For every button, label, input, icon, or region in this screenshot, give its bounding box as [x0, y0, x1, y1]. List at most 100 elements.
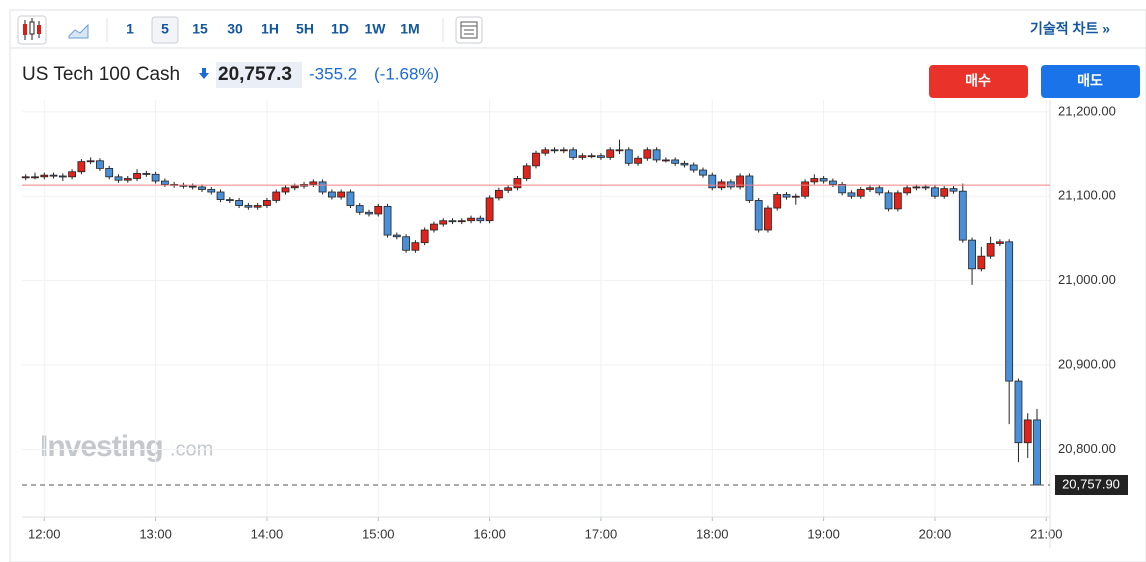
- last-price-label: 20,757.90: [1062, 476, 1120, 491]
- candle-body: [559, 149, 568, 152]
- candle-body: [606, 149, 615, 158]
- candle-body: [420, 229, 429, 244]
- watermark-brand: Investing: [40, 430, 163, 463]
- candle-body: [355, 205, 364, 213]
- candle-body: [476, 217, 485, 222]
- candle-body: [921, 186, 930, 189]
- candle-body: [49, 174, 58, 177]
- candle-body: [31, 176, 39, 179]
- candle-body: [764, 207, 772, 231]
- candle-body: [86, 160, 95, 163]
- candle-body: [123, 178, 132, 181]
- active-interval-box: [151, 16, 179, 44]
- y-tick-label: 20,800.00: [1058, 441, 1116, 456]
- candle-body: [281, 187, 290, 193]
- candle-body: [532, 152, 540, 167]
- candle-body: [457, 220, 466, 223]
- interval-button[interactable]: 5H: [296, 21, 314, 37]
- y-tick-label: 21,100.00: [1058, 188, 1116, 203]
- candle-body: [40, 174, 49, 178]
- candle-body: [912, 186, 921, 189]
- technical-chart-link[interactable]: 기술적 차트 »: [1030, 21, 1110, 37]
- candle-body: [374, 205, 383, 215]
- candle-body: [875, 187, 884, 194]
- price-highlight: [216, 62, 302, 88]
- candle-body: [856, 189, 865, 197]
- y-tick-label: 21,200.00: [1058, 103, 1116, 118]
- line-icon[interactable]: [68, 23, 89, 39]
- candle-body: [726, 181, 735, 188]
- last-price-box: [1055, 475, 1128, 496]
- candle-body: [541, 149, 550, 154]
- candle-body: [365, 211, 373, 215]
- x-tick-label: 21:00: [1030, 526, 1063, 541]
- x-tick-label: 15:00: [362, 526, 395, 541]
- candle-body: [819, 178, 828, 182]
- candle-body: [448, 220, 457, 223]
- interval-button[interactable]: 1W: [365, 21, 387, 37]
- x-tick-label: 12:00: [28, 526, 61, 541]
- y-tick-label: 20,900.00: [1058, 356, 1116, 371]
- candle-body: [225, 199, 234, 202]
- candle-body: [114, 176, 123, 181]
- layout-icon[interactable]: [455, 16, 483, 44]
- sell-label[interactable]: 매도: [1077, 73, 1103, 89]
- candle-body: [893, 192, 902, 210]
- candle-body: [253, 205, 262, 208]
- interval-button[interactable]: 15: [192, 21, 208, 37]
- sell-button[interactable]: [1041, 65, 1140, 98]
- x-tick-label: 19:00: [807, 526, 840, 541]
- candle-body: [986, 243, 995, 257]
- candle-body: [661, 159, 670, 162]
- candle-body: [142, 173, 151, 175]
- x-tick-label: 16:00: [473, 526, 506, 541]
- buy-label[interactable]: 매수: [965, 73, 991, 89]
- candle-body: [513, 178, 522, 189]
- x-tick-label: 17:00: [585, 526, 618, 541]
- candle-body: [198, 186, 206, 190]
- candle-body: [402, 236, 411, 251]
- interval-button[interactable]: 5: [161, 21, 169, 37]
- candle-body: [494, 189, 503, 199]
- candle-body: [634, 157, 642, 164]
- candle-body: [216, 191, 225, 201]
- candle-body: [58, 175, 67, 178]
- candle-body: [838, 184, 847, 194]
- interval-button[interactable]: 1: [126, 21, 134, 37]
- interval-button[interactable]: 30: [227, 21, 243, 37]
- interval-button[interactable]: 1D: [331, 21, 349, 37]
- candle-body: [21, 176, 30, 179]
- interval-button[interactable]: 1M: [400, 21, 419, 37]
- candle-body: [244, 205, 253, 208]
- candle-body: [968, 239, 976, 270]
- candle-body: [68, 171, 77, 178]
- candle-body: [522, 165, 531, 179]
- x-tick-label: 20:00: [919, 526, 952, 541]
- candle-body: [327, 191, 336, 198]
- candle-body: [96, 160, 104, 169]
- candle-body: [578, 155, 587, 158]
- candle-body: [652, 149, 661, 161]
- candle-body: [699, 169, 707, 176]
- candle-body: [587, 155, 596, 158]
- price-change-percent: (-1.68%): [374, 64, 439, 83]
- candle-icon[interactable]: [17, 15, 47, 45]
- buy-button[interactable]: [929, 65, 1028, 98]
- x-tick-label: 14:00: [251, 526, 284, 541]
- interval-button[interactable]: 1H: [261, 21, 279, 37]
- y-tick-label: 21,000.00: [1058, 272, 1116, 287]
- candle-body: [615, 149, 624, 152]
- candle-body: [643, 149, 652, 159]
- candle-body: [309, 181, 318, 185]
- x-tick-label: 18:00: [696, 526, 729, 541]
- candle-body: [235, 200, 244, 206]
- candle-body: [263, 200, 271, 206]
- candle-body: [977, 255, 986, 270]
- candle-body: [77, 161, 86, 173]
- candle-body: [160, 180, 169, 185]
- instrument-name: US Tech 100 Cash: [22, 64, 180, 85]
- candle-body: [903, 187, 912, 194]
- down-arrow: [199, 68, 209, 79]
- candle-body: [346, 191, 355, 206]
